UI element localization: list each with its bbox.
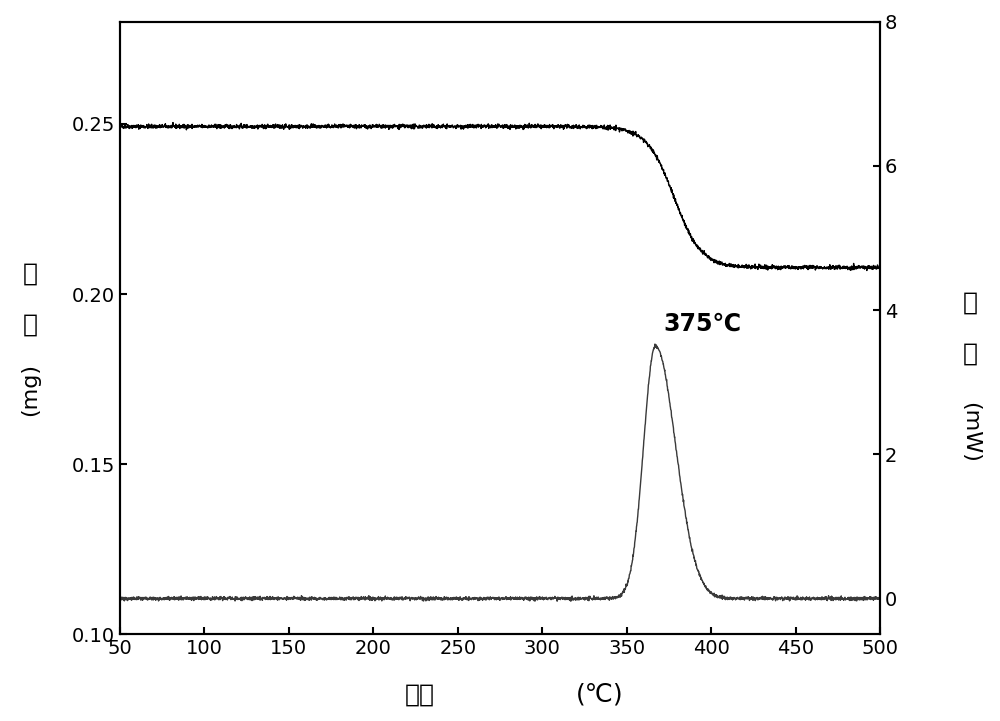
Text: 温度: 温度: [405, 683, 435, 707]
Text: 量: 量: [22, 312, 38, 337]
Text: (mg): (mg): [20, 363, 40, 416]
Text: 热: 热: [962, 291, 978, 315]
Text: (℃): (℃): [576, 683, 624, 707]
Text: 375℃: 375℃: [664, 311, 742, 335]
Text: (mW): (mW): [960, 402, 980, 463]
Text: 质: 质: [22, 262, 38, 286]
Text: 流: 流: [962, 341, 978, 366]
